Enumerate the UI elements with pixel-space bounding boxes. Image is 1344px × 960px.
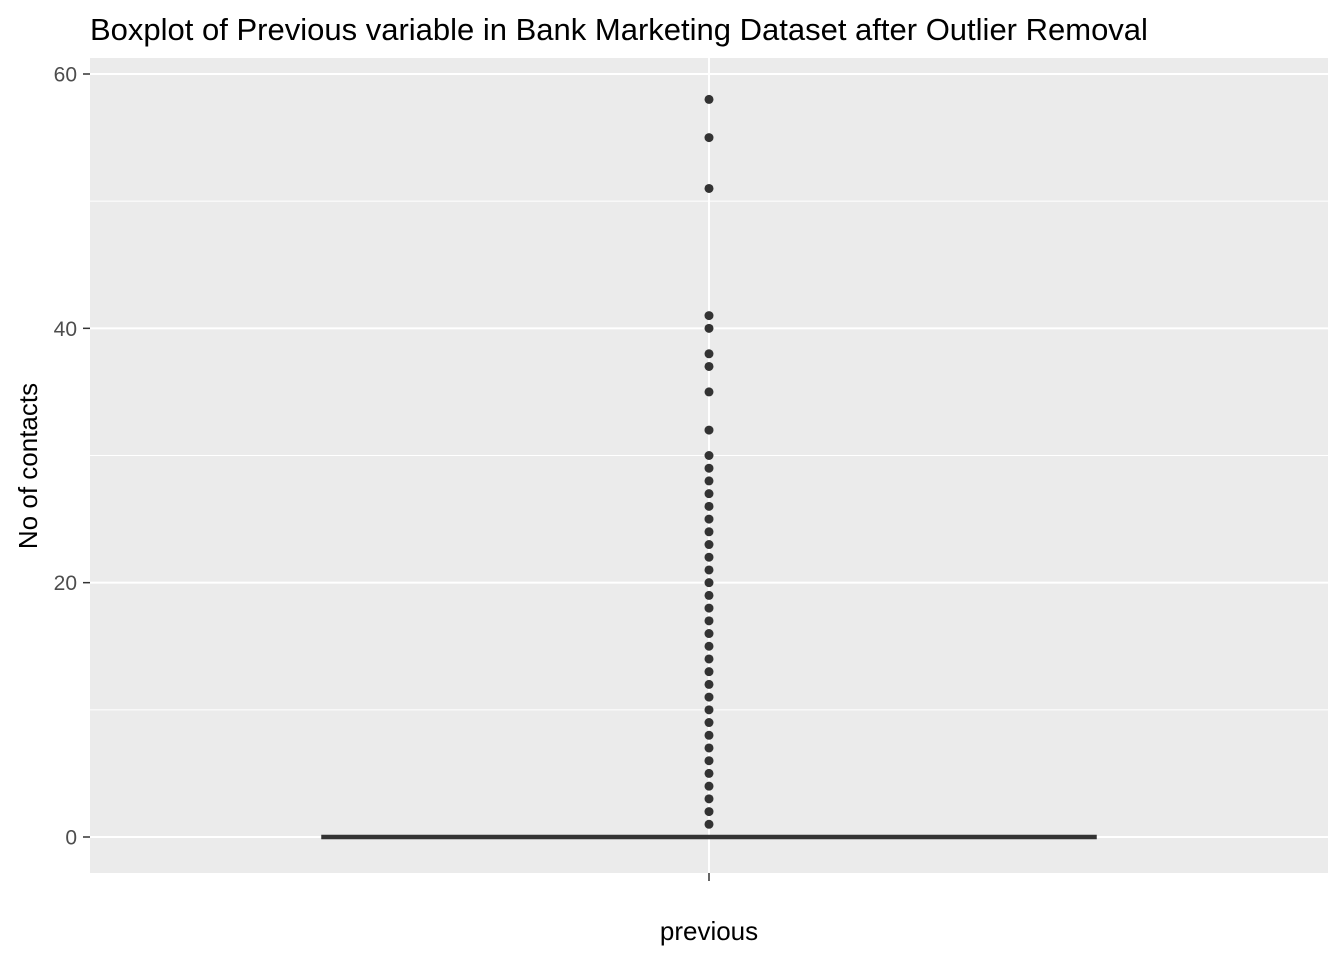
outlier-points (704, 94, 714, 829)
outlier-point (704, 451, 714, 460)
outlier-point (704, 807, 714, 817)
outlier-point (704, 743, 714, 753)
y-tick-label: 60 (54, 64, 77, 87)
outlier-point (704, 629, 714, 639)
outlier-point (704, 768, 714, 778)
outlier-point (704, 578, 714, 588)
outlier-point (704, 425, 714, 435)
y-tick-label: 20 (54, 572, 77, 595)
outlier-point (704, 361, 714, 371)
outlier-point (704, 489, 714, 499)
outlier-point (704, 705, 714, 715)
outlier-point (704, 387, 714, 397)
outlier-point (704, 527, 714, 537)
outlier-point (704, 692, 714, 702)
outlier-point (704, 311, 714, 321)
y-axis-title: No of contacts (13, 383, 43, 549)
outlier-point (704, 616, 714, 626)
outlier-point (704, 819, 714, 829)
outlier-point (704, 133, 714, 143)
outlier-point (704, 730, 714, 740)
outlier-point (704, 476, 714, 486)
x-axis-title: previous (660, 916, 758, 946)
chart-title: Boxplot of Previous variable in Bank Mar… (90, 12, 1148, 47)
outlier-point (704, 565, 714, 575)
outlier-point (704, 654, 714, 664)
outlier-point (704, 641, 714, 651)
outlier-point (704, 540, 714, 550)
outlier-point (704, 463, 714, 473)
outlier-point (704, 603, 714, 613)
outlier-point (704, 501, 714, 511)
y-tick-label: 40 (54, 318, 77, 341)
y-tick-label: 0 (65, 827, 77, 850)
outlier-point (704, 718, 714, 728)
outlier-point (704, 781, 714, 791)
y-axis: 0 20 40 60 (54, 64, 90, 850)
outlier-point (704, 349, 714, 359)
outlier-point (704, 756, 714, 766)
boxplot-box (321, 834, 1097, 840)
outlier-point (704, 794, 714, 804)
outlier-point (704, 667, 714, 677)
outlier-point (704, 590, 714, 600)
outlier-point (704, 552, 714, 562)
outlier-point (704, 94, 714, 104)
outlier-point (704, 183, 714, 193)
outlier-point (704, 679, 714, 689)
outlier-point (704, 514, 714, 524)
outlier-point (704, 323, 714, 333)
